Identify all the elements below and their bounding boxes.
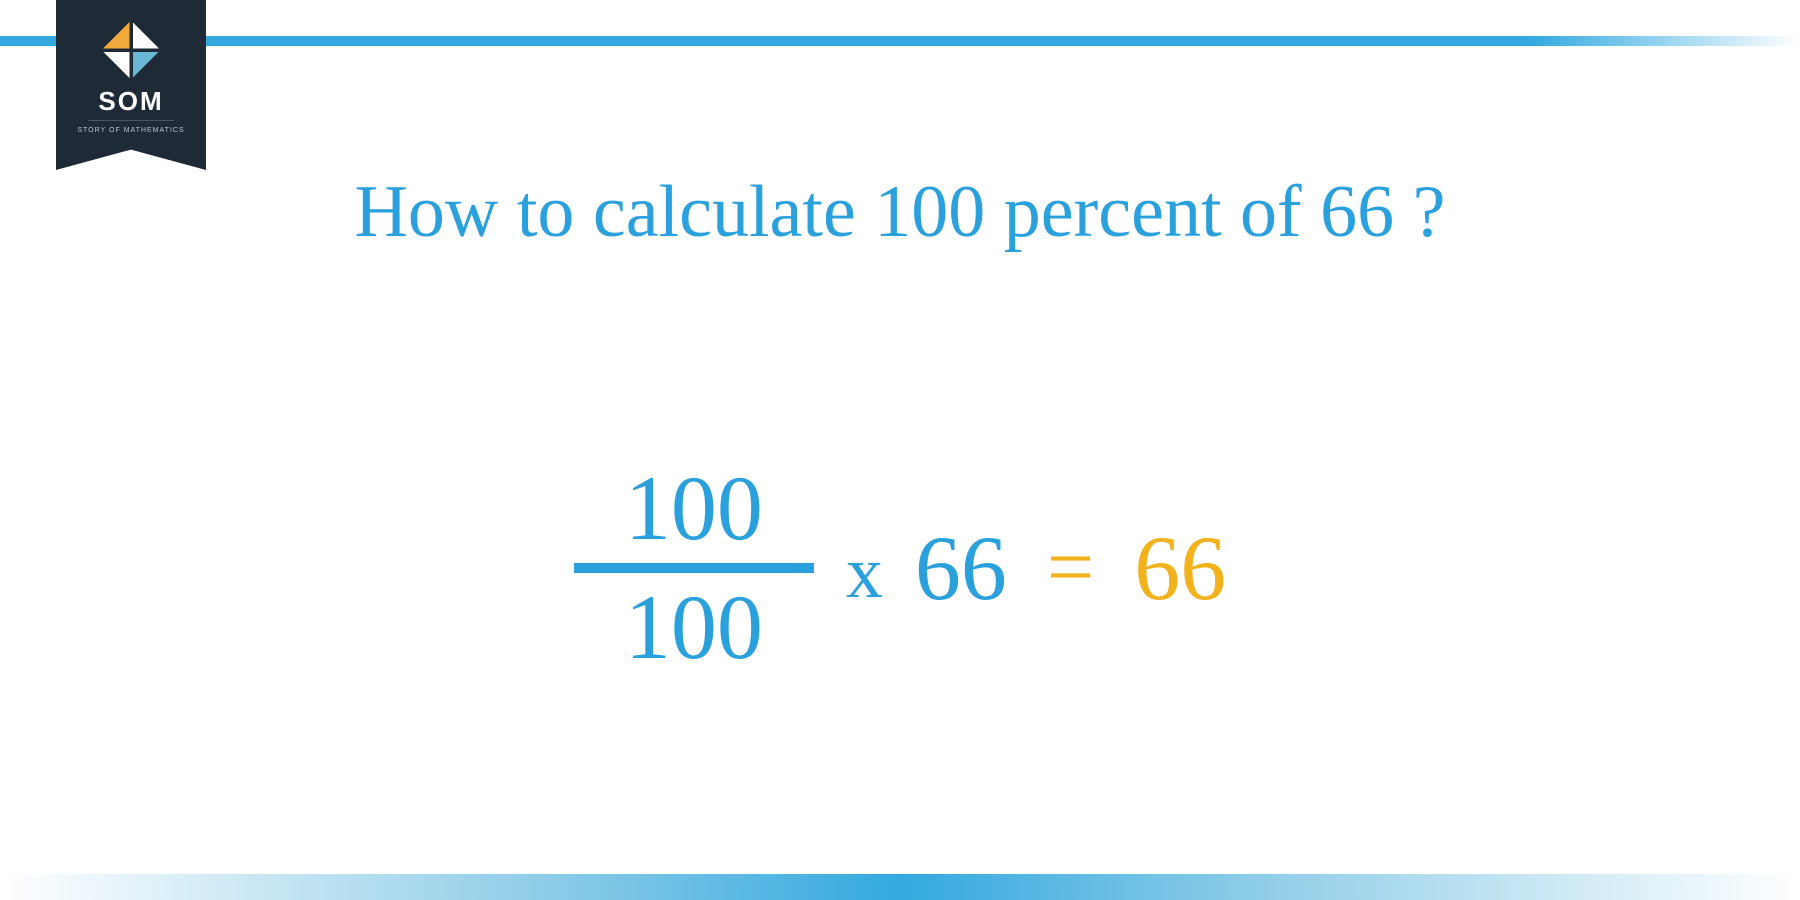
top-accent-bar <box>0 36 1800 46</box>
fraction-numerator: 100 <box>625 460 763 557</box>
fraction-denominator: 100 <box>625 579 763 676</box>
brand-logo-icon <box>103 22 159 78</box>
brand-badge: SOM STORY OF MATHEMATICS <box>56 0 206 170</box>
brand-divider <box>88 120 174 121</box>
logo-triangle-1 <box>103 22 130 49</box>
operand-value: 66 <box>915 522 1007 614</box>
brand-name: SOM <box>98 88 163 114</box>
logo-triangle-4 <box>133 52 160 79</box>
logo-triangle-2 <box>133 22 160 49</box>
logo-triangle-3 <box>103 52 130 79</box>
equals-sign: = <box>1047 519 1094 616</box>
fraction-bar <box>574 563 814 573</box>
brand-subtitle: STORY OF MATHEMATICS <box>77 127 184 134</box>
equation: 100 100 x 66 = 66 <box>0 460 1800 675</box>
page-title: How to calculate 100 percent of 66 ? <box>0 170 1800 255</box>
multiply-operator: x <box>846 531 883 616</box>
bottom-accent-bar <box>0 874 1800 900</box>
fraction: 100 100 <box>574 460 814 675</box>
result-value: 66 <box>1134 522 1226 614</box>
